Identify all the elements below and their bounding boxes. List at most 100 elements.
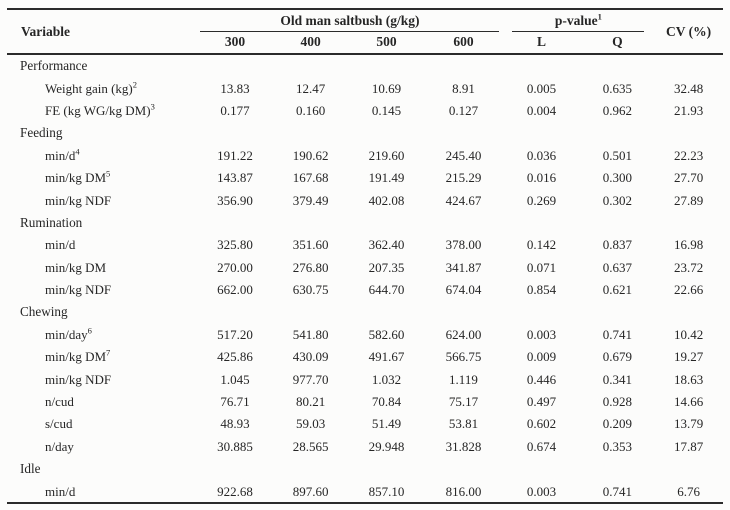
cell-value: 31.828: [445, 438, 482, 454]
section-row: Feeding: [7, 122, 723, 144]
cell-value: 0.127: [448, 102, 479, 118]
cell-value: 582.60: [368, 326, 405, 342]
cell-value: 59.03: [295, 416, 326, 432]
section-row: Performance: [7, 54, 723, 77]
cell-value: 70.84: [371, 394, 402, 410]
cell-value: 8.91: [452, 80, 475, 96]
row-label: min/kg DM: [45, 259, 107, 275]
cell-value: 6.76: [677, 483, 700, 499]
section-row: Idle: [7, 458, 723, 480]
cell-value: 0.036: [526, 147, 557, 163]
cell-value: 22.23: [673, 147, 704, 163]
row-label: FE (kg WG/kg DM)3: [45, 101, 155, 118]
cell-value: 425.86: [217, 349, 253, 365]
cell-value: 191.22: [217, 147, 253, 163]
table-row: min/kg NDF 662.00 630.75 644.70 674.04 0.854 0…: [7, 278, 723, 300]
table-row: min/day6 517.20 541.80 582.60 624.00 0.003 0.7…: [7, 323, 723, 345]
table-header: Variable Old man saltbush (g/kg) p-value…: [7, 9, 723, 54]
table-row: n/cud 76.71 80.21 70.84 75.17 0.497 0.928 14.66: [7, 390, 723, 412]
cell-value: 0.962: [602, 102, 632, 118]
section-row: Rumination: [7, 211, 723, 233]
table-row: n/day 30.885 28.565 29.948 31.828 0.674 0.353 1…: [7, 435, 723, 457]
row-label: Weight gain (kg)2: [45, 79, 138, 96]
cell-value: 191.49: [368, 170, 405, 186]
cell-value: 207.35: [368, 259, 405, 275]
section-title: Performance: [20, 58, 88, 74]
cell-value: 12.47: [295, 80, 326, 96]
table-row: min/kg DM 270.00 276.80 207.35 341.87 0.071 0.…: [7, 256, 723, 278]
saltbush-group-text: Old man saltbush (g/kg): [280, 13, 420, 28]
cell-value: 23.72: [673, 259, 704, 275]
col-header-600: 600: [453, 34, 474, 50]
pvalue-group-text: p-value: [554, 13, 598, 28]
cell-value: 379.49: [292, 192, 329, 208]
footnote-marker: 7: [106, 347, 111, 358]
cell-value: 644.70: [368, 282, 405, 298]
cell-value: 341.87: [445, 259, 482, 275]
footnote-marker: 5: [106, 168, 111, 179]
cell-value: 0.854: [526, 282, 557, 298]
cell-value: 897.60: [292, 483, 329, 499]
row-label: min/kg DM5: [45, 168, 111, 186]
cell-value: 816.00: [445, 483, 482, 499]
cell-value: 977.70: [292, 371, 329, 387]
section-row: Chewing: [7, 301, 723, 323]
table-row: min/d4 191.22 190.62 219.60 245.40 0.036 0.501…: [7, 144, 723, 166]
col-group-saltbush: Old man saltbush (g/kg): [197, 9, 502, 32]
row-label: min/d: [45, 237, 76, 253]
cell-value: 18.63: [673, 371, 704, 387]
footnote-marker: 4: [75, 146, 80, 157]
col-header-300: 300: [224, 34, 246, 50]
table-row: Weight gain (kg)2 13.83 12.47 10.69 8.91 0.00…: [7, 77, 723, 99]
table-row: min/d 922.68 897.60 857.10 816.00 0.003 0.741 6…: [7, 480, 723, 503]
cell-value: 167.68: [292, 170, 329, 186]
cell-value: 0.501: [602, 147, 632, 163]
cell-value: 662.00: [217, 282, 253, 298]
cell-value: 630.75: [292, 282, 329, 298]
section-title: Rumination: [20, 214, 83, 230]
footnote-marker: 3: [150, 101, 155, 112]
row-label: n/day: [45, 438, 74, 454]
row-label: min/d4: [45, 146, 80, 163]
cell-value: 378.00: [445, 237, 482, 253]
cell-value: 424.67: [445, 192, 482, 208]
cell-value: 0.005: [526, 80, 557, 96]
table-row: min/kg NDF 356.90 379.49 402.08 424.67 0.269 0…: [7, 189, 723, 211]
cell-value: 32.48: [673, 80, 704, 96]
cell-value: 1.119: [449, 371, 478, 387]
cell-value: 17.87: [673, 438, 704, 454]
section-title: Feeding: [20, 125, 63, 141]
col-header-400: 400: [300, 34, 321, 50]
cell-value: 0.837: [602, 237, 632, 253]
row-label: s/cud: [45, 416, 73, 432]
cell-value: 13.79: [673, 416, 704, 432]
cell-value: 0.209: [602, 416, 632, 432]
cell-value: 1.045: [220, 371, 250, 387]
cell-value: 10.42: [673, 326, 704, 342]
table-body: Performance Weight gain (kg)2 13.83 12.47 10…: [7, 54, 723, 504]
cell-value: 0.003: [526, 483, 557, 499]
cell-value: 430.09: [292, 349, 329, 365]
cell-value: 0.269: [526, 192, 557, 208]
row-label: n/cud: [45, 394, 74, 410]
cell-value: 190.62: [292, 147, 329, 163]
cell-value: 517.20: [217, 326, 253, 342]
cell-value: 674.04: [445, 282, 482, 298]
section-title: Idle: [20, 461, 41, 477]
pvalue-group-label: p-value1: [512, 10, 645, 32]
cell-value: 276.80: [292, 259, 329, 275]
cell-value: 0.300: [602, 170, 632, 186]
cell-value: 0.741: [602, 326, 632, 342]
cell-value: 53.81: [448, 416, 479, 432]
cell-value: 356.90: [217, 192, 253, 208]
col-header-variable: Variable: [21, 23, 71, 39]
pvalue-footnote-marker: 1: [597, 11, 602, 22]
footnote-marker: 2: [132, 79, 138, 90]
cell-value: 29.948: [368, 438, 405, 454]
cell-value: 143.87: [217, 170, 253, 186]
table-row: min/kg DM7 425.86 430.09 491.67 566.75 0.009 0…: [7, 346, 723, 368]
cell-value: 857.10: [368, 483, 405, 499]
cell-value: 0.621: [602, 282, 632, 298]
row-label: min/kg DM7: [45, 347, 111, 365]
